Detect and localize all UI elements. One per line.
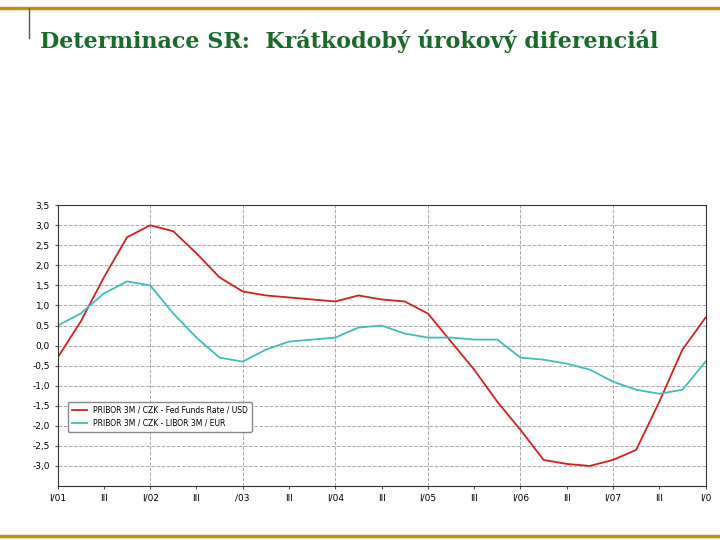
Legend: PRIBOR 3M / CZK - Fed Funds Rate / USD, PRIBOR 3M / CZK - LIBOR 3M / EUR: PRIBOR 3M / CZK - Fed Funds Rate / USD, …	[68, 402, 252, 431]
Text: Determinace SR:  Krátkodobý úrokový diferenciál: Determinace SR: Krátkodobý úrokový difer…	[40, 30, 658, 53]
